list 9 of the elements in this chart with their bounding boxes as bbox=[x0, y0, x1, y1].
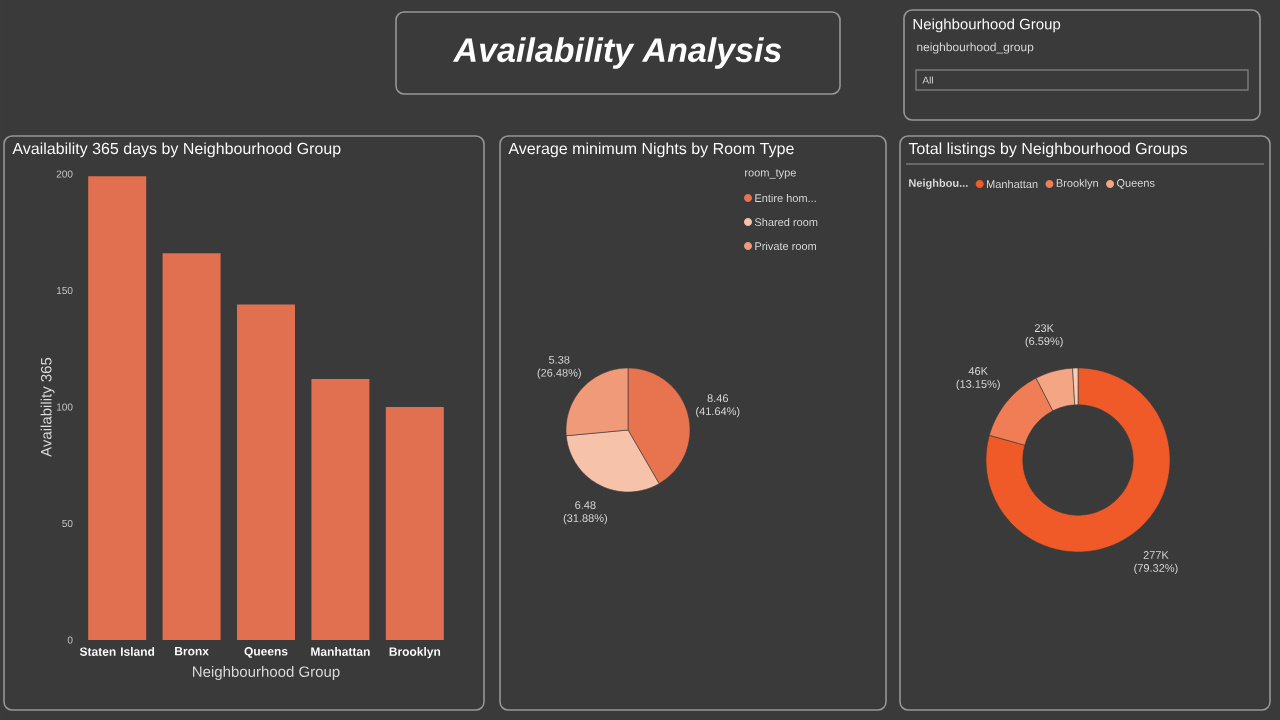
text: Availability Analysis bbox=[452, 37, 782, 69]
bar bbox=[385, 407, 444, 640]
bar bbox=[311, 379, 370, 640]
chart-title: Availability 365 days by Neighbourhood Group bbox=[12, 142, 341, 158]
bar bbox=[237, 304, 295, 640]
chart-title: Total listings by Neighbourhood Groups bbox=[908, 142, 1188, 158]
chart-title: Average minimum Nights by Room Type bbox=[508, 142, 794, 158]
bar bbox=[162, 253, 221, 640]
bar bbox=[88, 176, 147, 640]
